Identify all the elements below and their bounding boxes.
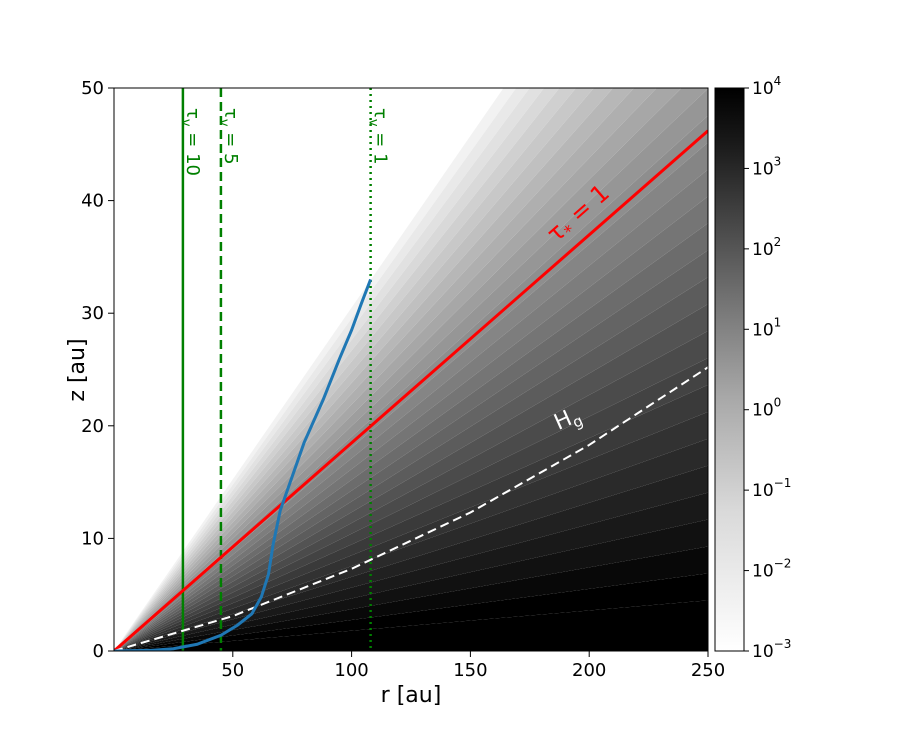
field-band: [114, 519, 708, 651]
field-band: [114, 88, 634, 651]
field-band: [114, 546, 708, 651]
colorbar-tick-label: 10−3: [752, 637, 791, 662]
colorbar-tick-label: 10−2: [752, 557, 791, 582]
y-axis-label: z [au]: [65, 338, 90, 401]
x-tick-label: 150: [453, 660, 487, 681]
colorbar-tick-label: 10−1: [752, 476, 791, 501]
y-tick-label: 20: [81, 416, 104, 437]
gas-scale-height-line: [114, 366, 708, 651]
field-band: [114, 88, 657, 651]
field-band: [114, 438, 708, 651]
colorbar-tick-label: 103: [752, 154, 781, 179]
plot-frame: [113, 87, 709, 652]
field-band: [114, 88, 708, 651]
y-tick-label: 0: [93, 641, 104, 662]
colorbar-tick-label: 102: [752, 235, 781, 260]
blue-curve: [114, 278, 373, 651]
y-tick-label: 50: [81, 78, 104, 99]
y-tick-label: 30: [81, 303, 104, 324]
field-band: [114, 88, 530, 651]
y-tick-label: 10: [81, 528, 104, 549]
x-tick-label: 50: [221, 660, 244, 681]
field-band: [114, 88, 594, 651]
field-band: [114, 88, 517, 651]
x-tick-label: 200: [572, 660, 606, 681]
field-band: [114, 142, 708, 651]
x-tick-label: 250: [691, 660, 725, 681]
tau-star-line: [114, 129, 708, 651]
y-tick-label: 40: [81, 191, 104, 212]
field-band: [114, 492, 708, 651]
tau-v-label: τv = 1: [366, 108, 391, 165]
density-field: [114, 88, 708, 651]
field-band: [114, 600, 708, 651]
colorbar-tick-label: 101: [752, 315, 781, 340]
colorbar-ticks: 104 103 102 101 100 10−1 10−2 10−3: [744, 74, 791, 662]
y-axis: 0 10 20 30 40 50: [81, 78, 114, 662]
x-axis: 50 100 150 200 250: [221, 651, 725, 681]
colorbar-tick-label: 104: [752, 74, 781, 99]
colorbar: [714, 87, 745, 652]
field-band: [114, 573, 708, 651]
tau-v-label: τv = 10: [178, 108, 203, 176]
tau-v-label: τv = 5: [216, 108, 241, 165]
x-axis-label: r [au]: [381, 683, 442, 708]
overlays: [114, 88, 708, 651]
x-tick-label: 100: [334, 660, 368, 681]
field-band: [114, 88, 682, 651]
field-band: [114, 88, 576, 651]
field-band: [114, 88, 614, 651]
colorbar-tick-label: 100: [752, 396, 781, 421]
